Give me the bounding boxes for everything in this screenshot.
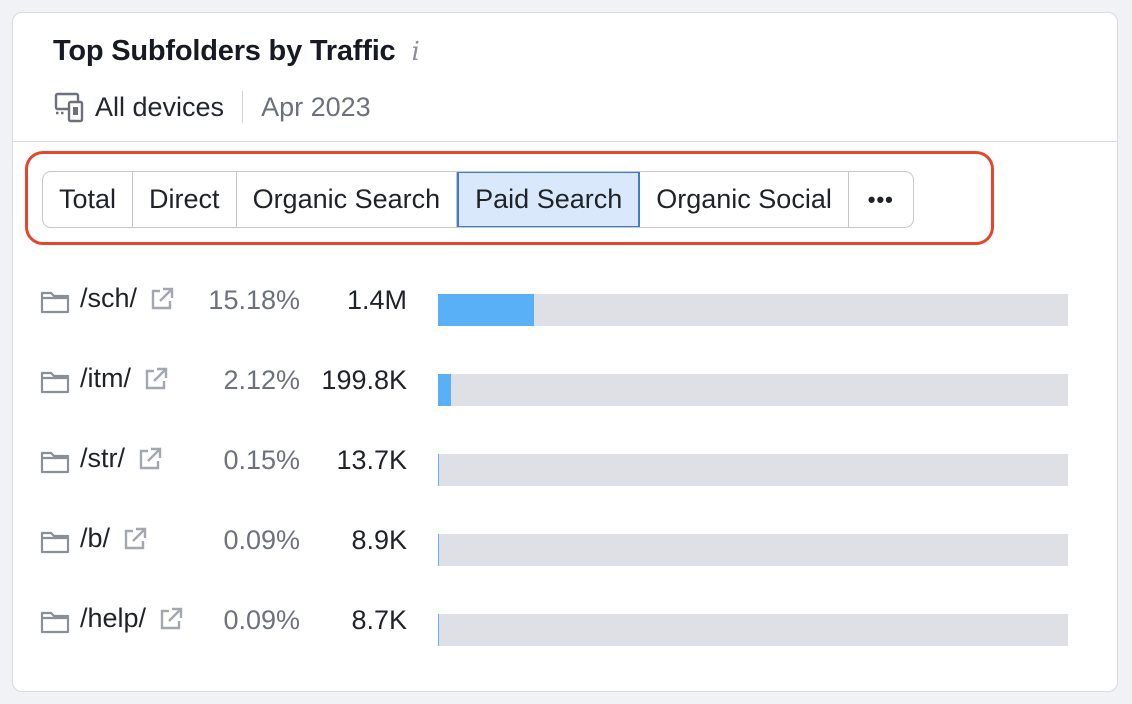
traffic-bar-track — [438, 614, 1068, 646]
info-icon[interactable]: i — [411, 36, 420, 67]
devices-selector[interactable]: All devices — [95, 91, 225, 122]
highlight-outline: Total Direct Organic Search Paid Search Orga… — [25, 151, 994, 245]
traffic-bar-track — [438, 294, 1068, 326]
traffic-bar-fill — [438, 454, 439, 486]
subfolder-path-wrap: /itm/ — [80, 363, 169, 394]
subfolder-row: /str/0.15% 13.7K — [40, 439, 1070, 519]
external-link-icon[interactable] — [158, 606, 184, 632]
traffic-bar-track — [438, 454, 1068, 486]
tab-total[interactable]: Total — [43, 172, 134, 227]
meta-divider — [242, 91, 244, 123]
traffic-share: 0.09% — [223, 525, 300, 555]
devices-icon — [54, 92, 84, 123]
folder-icon — [40, 451, 70, 474]
traffic-value: 8.7K — [351, 605, 407, 635]
traffic-share: 0.15% — [223, 445, 300, 475]
subfolder-path-wrap: /b/ — [80, 523, 148, 554]
external-link-icon[interactable] — [149, 286, 175, 312]
traffic-bar-track — [438, 534, 1068, 566]
subfolder-path[interactable]: /sch/ — [80, 283, 138, 313]
traffic-value: 13.7K — [336, 445, 407, 475]
subfolder-path[interactable]: /str/ — [80, 443, 125, 473]
traffic-share: 0.09% — [223, 605, 300, 635]
subfolder-row: /itm/2.12% 199.8K — [40, 359, 1070, 439]
subfolder-row: /sch/15.18% 1.4M — [40, 279, 1070, 359]
subfolder-list: /sch/15.18% 1.4M/itm/2.12% 199.8K/str/0.15… — [40, 279, 1070, 679]
folder-icon — [40, 531, 70, 554]
subfolder-path[interactable]: /b/ — [80, 523, 111, 553]
traffic-share: 2.12% — [223, 365, 300, 395]
subfolder-path-wrap: /str/ — [80, 443, 163, 474]
traffic-share: 15.18% — [208, 285, 300, 315]
external-link-icon[interactable] — [143, 366, 169, 392]
traffic-value: 199.8K — [321, 365, 407, 395]
traffic-bar-fill — [438, 374, 452, 406]
subfolder-row: /b/0.09% 8.9K — [40, 519, 1070, 599]
traffic-channel-tabs: Total Direct Organic Search Paid Search Orga… — [42, 171, 914, 228]
subfolder-row: /help/0.09% 8.7K — [40, 599, 1070, 679]
traffic-value: 8.9K — [351, 525, 407, 555]
tab-organic-search[interactable]: Organic Search — [237, 172, 458, 227]
folder-icon — [40, 291, 70, 314]
traffic-bar-fill — [438, 294, 534, 326]
folder-icon — [40, 611, 70, 634]
subfolder-path-wrap: /sch/ — [80, 283, 175, 314]
top-subfolders-card: Top Subfolders by Traffic i All devices … — [12, 12, 1118, 692]
tab-paid-search[interactable]: Paid Search — [457, 172, 641, 227]
traffic-value: 1.4M — [346, 285, 407, 315]
traffic-bar-track — [438, 374, 1068, 406]
card-header: Top Subfolders by Traffic i All devices … — [13, 13, 1117, 142]
folder-icon — [40, 371, 70, 394]
external-link-icon[interactable] — [122, 526, 148, 552]
subfolder-path[interactable]: /help/ — [80, 603, 147, 633]
external-link-icon[interactable] — [137, 446, 163, 472]
title-row: Top Subfolders by Traffic i — [53, 13, 1077, 68]
subfolder-path-wrap: /help/ — [80, 603, 184, 634]
traffic-bar-fill — [438, 534, 439, 566]
more-tabs-button[interactable]: ••• — [867, 186, 894, 212]
subfolder-path[interactable]: /itm/ — [80, 363, 131, 393]
traffic-bar-fill — [438, 614, 439, 646]
card-title: Top Subfolders by Traffic — [53, 35, 396, 67]
tab-direct[interactable]: Direct — [133, 172, 237, 227]
meta-row: All devices Apr 2023 — [53, 90, 1077, 124]
tab-organic-social[interactable]: Organic Social — [640, 172, 849, 227]
date-label: Apr 2023 — [261, 91, 371, 122]
